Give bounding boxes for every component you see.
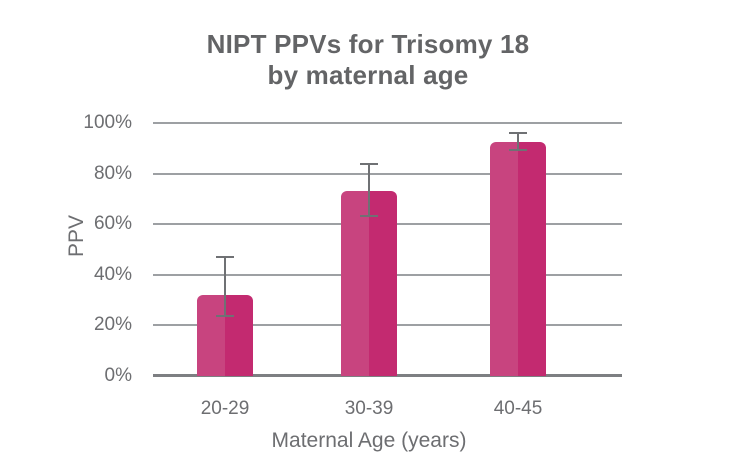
y-axis-label: PPV xyxy=(65,214,88,258)
y-tick-label-40: 40% xyxy=(93,263,132,285)
chart-title-line2: by maternal age xyxy=(267,60,469,90)
chart-title: NIPT PPVs for Trisomy 18 by maternal age xyxy=(0,29,736,91)
error-bar-cap-top-20-29 xyxy=(216,255,234,258)
chart-title-line1: NIPT PPVs for Trisomy 18 xyxy=(206,29,530,59)
error-bar-cap-bottom-20-29 xyxy=(216,314,234,317)
y-tick-label-100: 100% xyxy=(83,112,132,133)
y-tick-label-80: 80% xyxy=(93,162,132,184)
x-tick-label-40-45: 40-45 xyxy=(493,398,543,419)
error-bar-line-20-29 xyxy=(224,255,226,317)
y-tick-label-60: 60% xyxy=(93,213,132,235)
gridline-80 xyxy=(153,172,622,175)
x-tick-label-30-39: 30-39 xyxy=(344,398,394,419)
plot-area xyxy=(153,122,622,377)
bar-40-45 xyxy=(490,141,546,376)
y-tick-label-0: 0% xyxy=(104,365,132,386)
x-axis-title: Maternal Age (years) xyxy=(271,429,467,452)
gridline-100 xyxy=(153,122,622,124)
x-tick-label-20-29: 20-29 xyxy=(200,398,250,419)
error-bar-line-40-45 xyxy=(517,131,519,151)
error-bar-cap-top-30-39 xyxy=(360,163,378,166)
error-bar-cap-top-40-45 xyxy=(509,131,527,134)
error-bar-cap-bottom-40-45 xyxy=(509,148,527,151)
error-bar-cap-bottom-30-39 xyxy=(360,214,378,217)
y-tick-label-20: 20% xyxy=(93,314,132,336)
error-bar-line-30-39 xyxy=(368,163,370,217)
bar-30-39 xyxy=(341,191,397,376)
